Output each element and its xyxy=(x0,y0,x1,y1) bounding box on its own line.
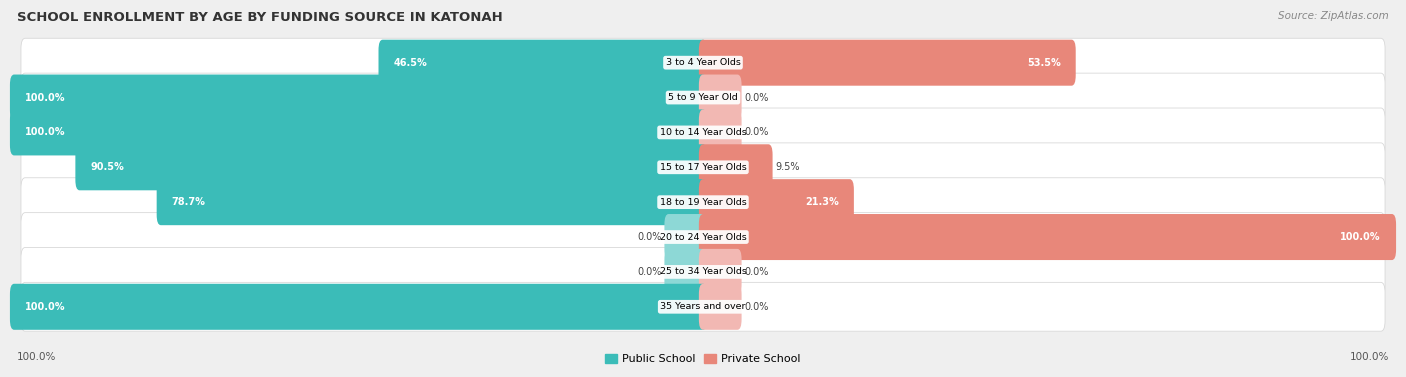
FancyBboxPatch shape xyxy=(699,214,1396,260)
Text: 0.0%: 0.0% xyxy=(744,302,769,312)
Text: 35 Years and over: 35 Years and over xyxy=(661,302,745,311)
FancyBboxPatch shape xyxy=(10,284,707,330)
FancyBboxPatch shape xyxy=(665,214,707,260)
Text: 5 to 9 Year Old: 5 to 9 Year Old xyxy=(668,93,738,102)
FancyBboxPatch shape xyxy=(699,179,853,225)
FancyBboxPatch shape xyxy=(699,249,741,295)
Text: 21.3%: 21.3% xyxy=(806,197,839,207)
Legend: Public School, Private School: Public School, Private School xyxy=(600,350,806,369)
FancyBboxPatch shape xyxy=(21,108,1385,157)
Text: 0.0%: 0.0% xyxy=(744,92,769,103)
Text: 18 to 19 Year Olds: 18 to 19 Year Olds xyxy=(659,198,747,207)
FancyBboxPatch shape xyxy=(21,213,1385,262)
Text: 90.5%: 90.5% xyxy=(90,162,124,172)
Text: 25 to 34 Year Olds: 25 to 34 Year Olds xyxy=(659,267,747,276)
Text: 9.5%: 9.5% xyxy=(775,162,800,172)
FancyBboxPatch shape xyxy=(156,179,707,225)
FancyBboxPatch shape xyxy=(21,178,1385,227)
Text: 100.0%: 100.0% xyxy=(1340,232,1381,242)
FancyBboxPatch shape xyxy=(21,143,1385,192)
Text: 53.5%: 53.5% xyxy=(1026,58,1060,68)
Text: 100.0%: 100.0% xyxy=(25,302,66,312)
FancyBboxPatch shape xyxy=(10,109,707,155)
Text: 3 to 4 Year Olds: 3 to 4 Year Olds xyxy=(665,58,741,67)
FancyBboxPatch shape xyxy=(21,248,1385,296)
Text: 100.0%: 100.0% xyxy=(25,92,66,103)
Text: 78.7%: 78.7% xyxy=(172,197,205,207)
FancyBboxPatch shape xyxy=(699,284,741,330)
FancyBboxPatch shape xyxy=(76,144,707,190)
Text: 15 to 17 Year Olds: 15 to 17 Year Olds xyxy=(659,163,747,172)
Text: 46.5%: 46.5% xyxy=(394,58,427,68)
Text: SCHOOL ENROLLMENT BY AGE BY FUNDING SOURCE IN KATONAH: SCHOOL ENROLLMENT BY AGE BY FUNDING SOUR… xyxy=(17,11,502,24)
FancyBboxPatch shape xyxy=(665,249,707,295)
FancyBboxPatch shape xyxy=(699,40,1076,86)
Text: 0.0%: 0.0% xyxy=(744,267,769,277)
Text: 0.0%: 0.0% xyxy=(744,127,769,138)
FancyBboxPatch shape xyxy=(21,282,1385,331)
FancyBboxPatch shape xyxy=(10,75,707,121)
Text: Source: ZipAtlas.com: Source: ZipAtlas.com xyxy=(1278,11,1389,21)
FancyBboxPatch shape xyxy=(699,75,741,121)
Text: 100.0%: 100.0% xyxy=(17,352,56,362)
FancyBboxPatch shape xyxy=(378,40,707,86)
Text: 20 to 24 Year Olds: 20 to 24 Year Olds xyxy=(659,233,747,242)
Text: 0.0%: 0.0% xyxy=(637,267,662,277)
FancyBboxPatch shape xyxy=(699,109,741,155)
FancyBboxPatch shape xyxy=(21,38,1385,87)
FancyBboxPatch shape xyxy=(21,73,1385,122)
Text: 100.0%: 100.0% xyxy=(1350,352,1389,362)
FancyBboxPatch shape xyxy=(699,144,772,190)
Text: 10 to 14 Year Olds: 10 to 14 Year Olds xyxy=(659,128,747,137)
Text: 100.0%: 100.0% xyxy=(25,127,66,138)
Text: 0.0%: 0.0% xyxy=(637,232,662,242)
